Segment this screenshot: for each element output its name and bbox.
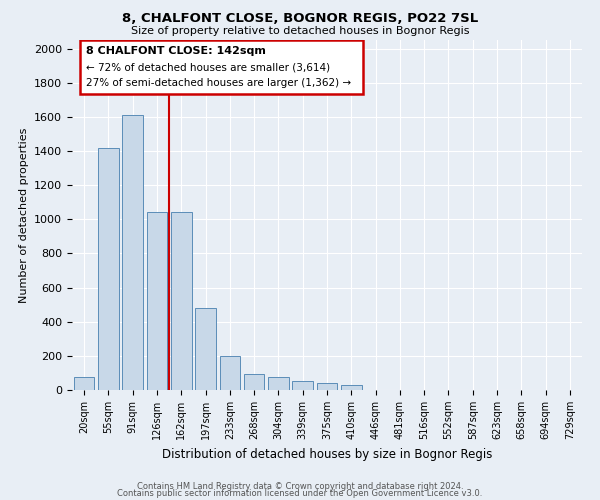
Text: 27% of semi-detached houses are larger (1,362) →: 27% of semi-detached houses are larger (… — [86, 78, 351, 88]
Text: Contains HM Land Registry data © Crown copyright and database right 2024.: Contains HM Land Registry data © Crown c… — [137, 482, 463, 491]
Bar — [122, 115, 143, 390]
Text: 8 CHALFONT CLOSE: 142sqm: 8 CHALFONT CLOSE: 142sqm — [86, 46, 266, 56]
Bar — [268, 377, 289, 390]
Bar — [146, 212, 167, 390]
Y-axis label: Number of detached properties: Number of detached properties — [19, 128, 29, 302]
Bar — [292, 382, 313, 390]
Text: Contains public sector information licensed under the Open Government Licence v3: Contains public sector information licen… — [118, 490, 482, 498]
Text: 8, CHALFONT CLOSE, BOGNOR REGIS, PO22 7SL: 8, CHALFONT CLOSE, BOGNOR REGIS, PO22 7S… — [122, 12, 478, 26]
Text: Size of property relative to detached houses in Bognor Regis: Size of property relative to detached ho… — [131, 26, 469, 36]
Bar — [317, 383, 337, 390]
X-axis label: Distribution of detached houses by size in Bognor Regis: Distribution of detached houses by size … — [162, 448, 492, 460]
Bar — [341, 385, 362, 390]
Bar — [244, 374, 265, 390]
Bar — [220, 356, 240, 390]
Bar — [74, 377, 94, 390]
Bar — [195, 308, 216, 390]
Text: ← 72% of detached houses are smaller (3,614): ← 72% of detached houses are smaller (3,… — [86, 62, 330, 72]
Bar — [171, 212, 191, 390]
Bar — [98, 148, 119, 390]
FancyBboxPatch shape — [80, 40, 363, 94]
